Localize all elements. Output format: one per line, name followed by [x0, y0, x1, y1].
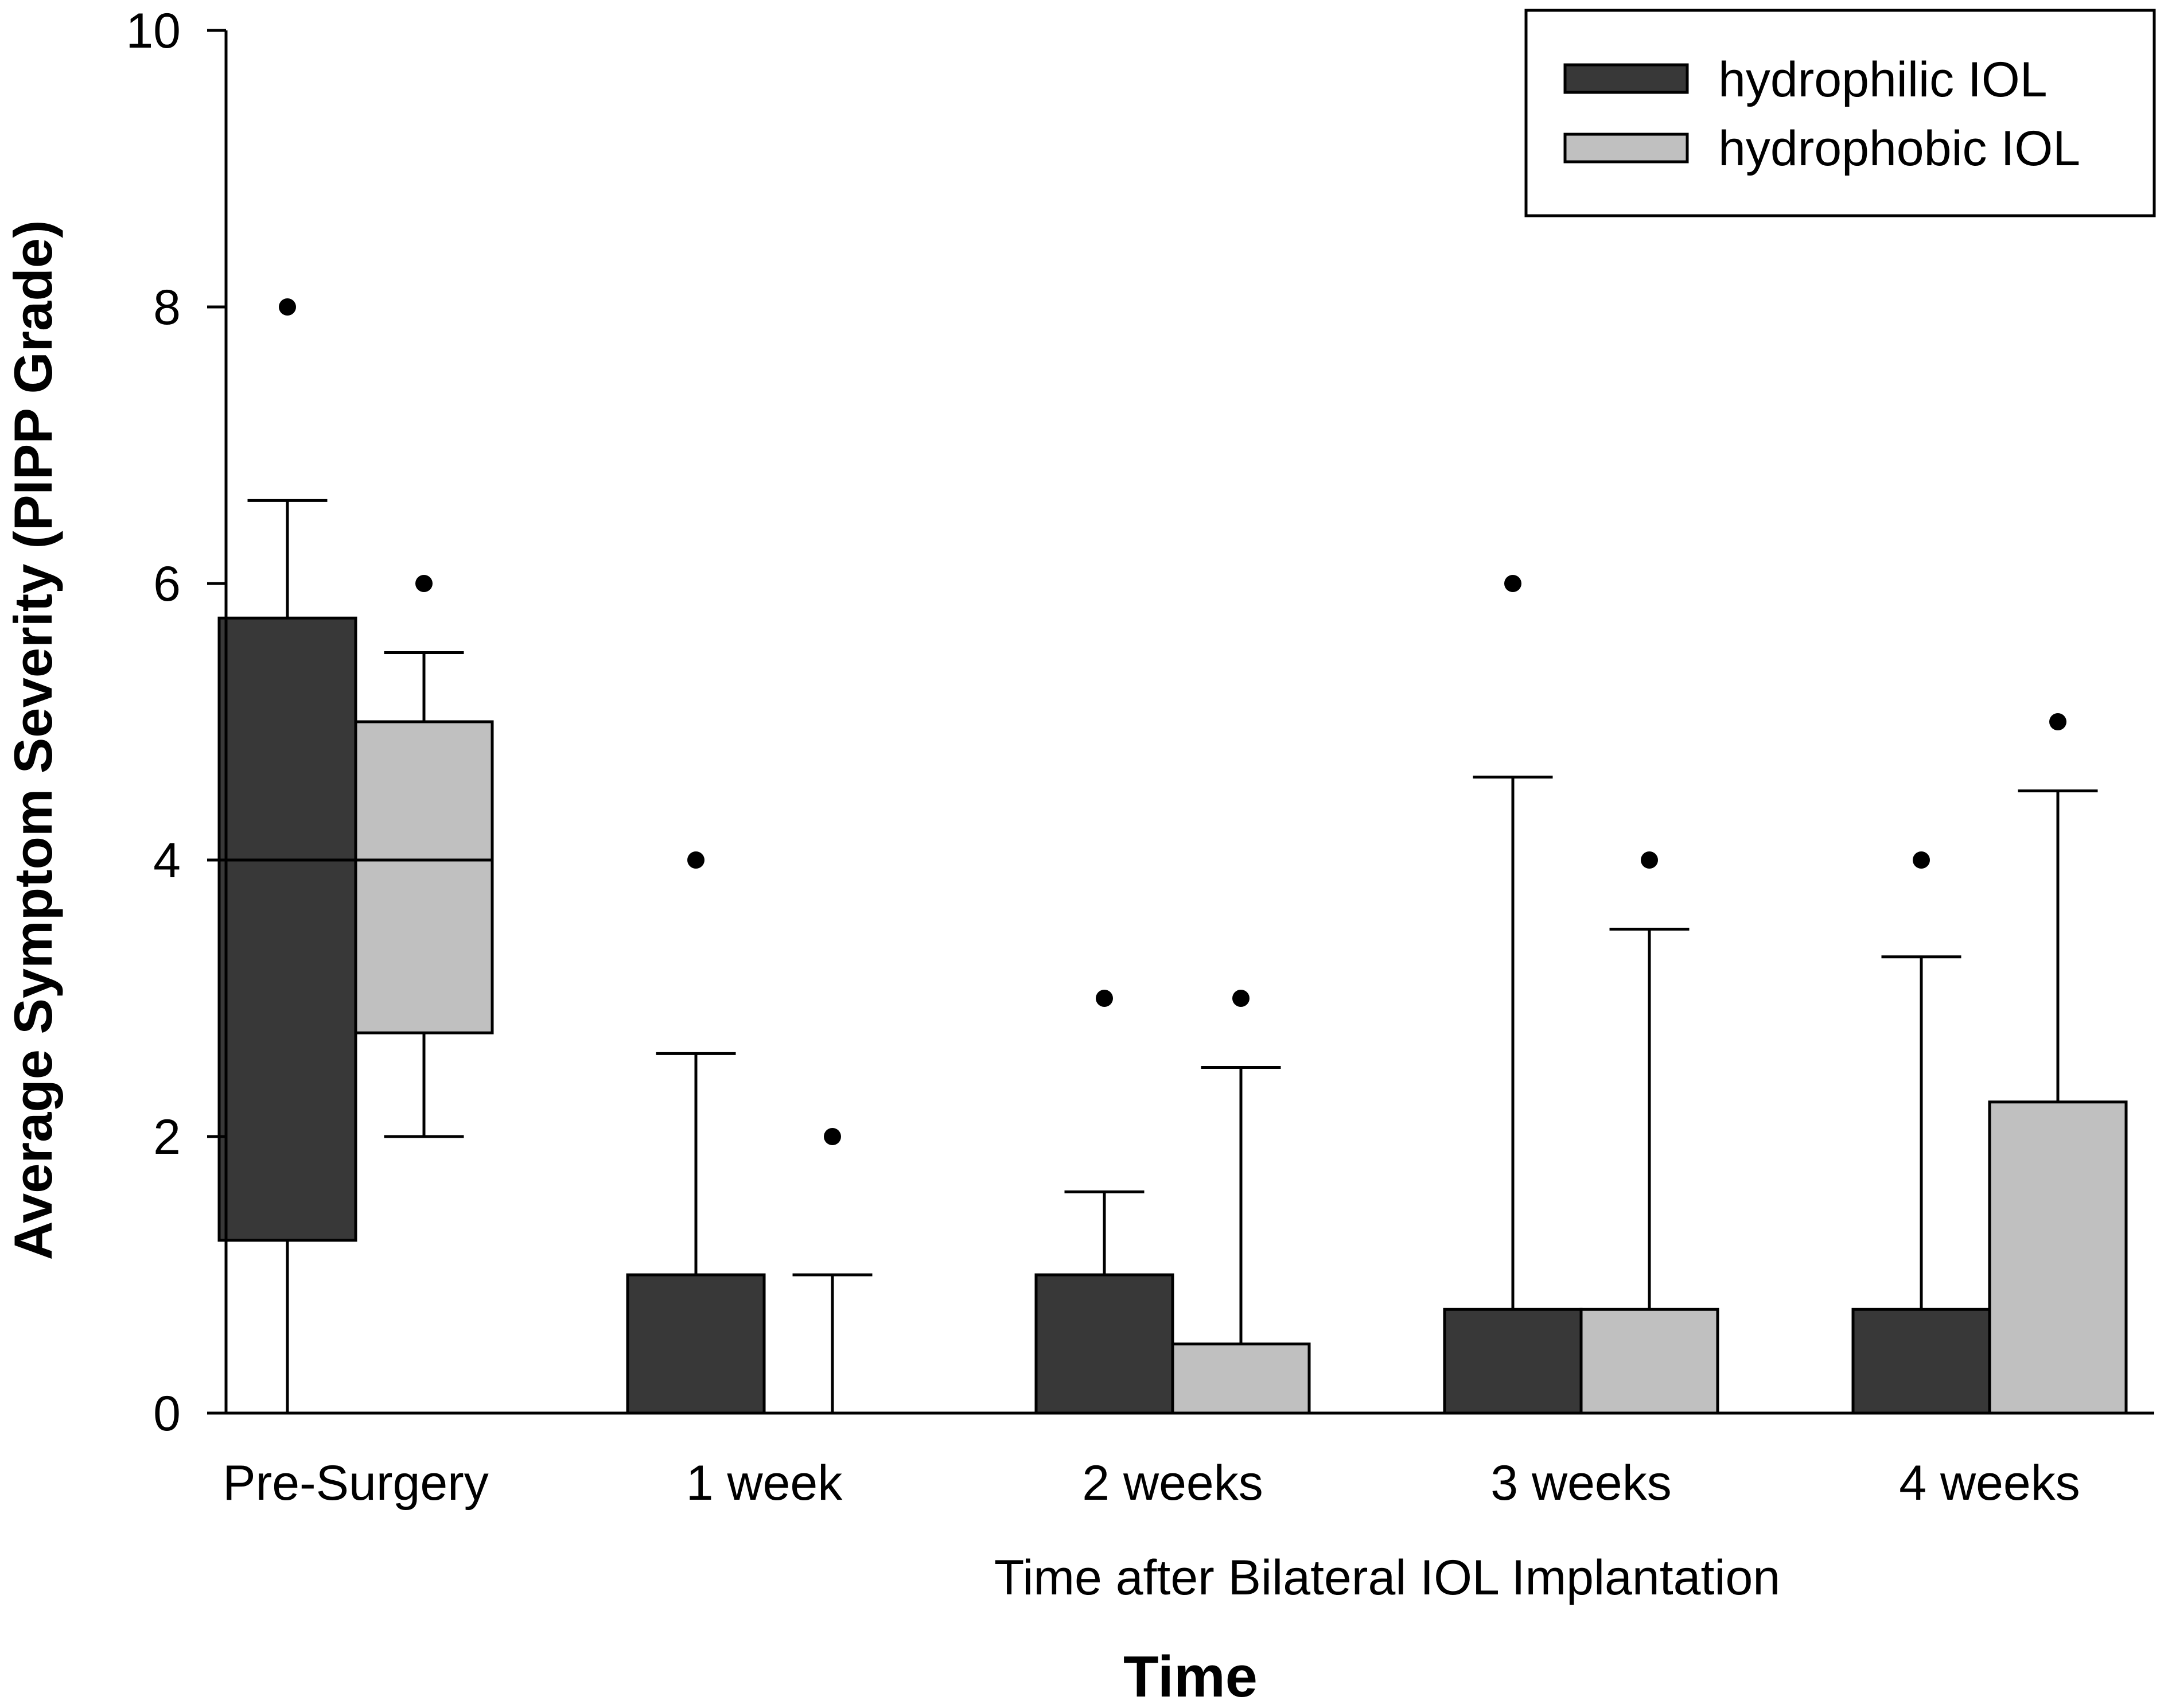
axes: Pre-Surgery 1 week 2 weeks 3 weeks 4 weeks 0 2… — [126, 3, 2154, 1511]
x-tick-label-0: Pre-Surgery — [223, 1456, 489, 1511]
outlier-point-c3-s0-0 — [1504, 575, 1521, 592]
y-axis-label: Average Symptom Severity (PIPP Grade) — [3, 220, 63, 1260]
y-tick-label-1: 2 — [153, 1110, 181, 1165]
box-c2-s0 — [1034, 1273, 1174, 1415]
x-tick-label-3: 3 weeks — [1490, 1456, 1672, 1511]
outlier-point-c1-s1-0 — [824, 1128, 841, 1145]
x-axis-label: Time after Bilateral IOL Implantation — [994, 1550, 1780, 1605]
box-c1-s0 — [626, 1273, 766, 1415]
y-tick-label-3: 6 — [153, 557, 181, 612]
box-c4-s1 — [1988, 1100, 2128, 1415]
x-axis-title: Time — [1123, 1645, 1258, 1708]
y-tick-label-0: 0 — [153, 1386, 181, 1441]
box-c0-s1 — [354, 720, 494, 1034]
box-c3-s1 — [1579, 1308, 1719, 1415]
outlier-point-c3-s1-0 — [1641, 851, 1658, 869]
outlier-point-c0-s1-0 — [415, 575, 433, 592]
x-tick-label-1: 1 week — [686, 1456, 843, 1511]
box-c0-s0 — [217, 616, 357, 1242]
outlier-point-c1-s0-0 — [687, 851, 704, 869]
legend: hydrophilic IOL hydrophobic IOL — [1524, 9, 2156, 217]
legend-label-hydrophilic: hydrophilic IOL — [1718, 52, 2048, 107]
outlier-point-c4-s0-0 — [1913, 851, 1930, 869]
outlier-point-c4-s1-0 — [2049, 713, 2066, 730]
box-c2-s1 — [1171, 1343, 1311, 1415]
outlier-point-c2-s0-0 — [1096, 990, 1113, 1007]
y-tick-label-5: 10 — [126, 3, 181, 59]
x-tick-label-4: 4 weeks — [1899, 1456, 2080, 1511]
x-tick-label-2: 2 weeks — [1082, 1456, 1263, 1511]
legend-swatch-hydrophilic — [1563, 63, 1689, 94]
legend-frame — [1524, 9, 2156, 217]
outlier-point-c0-s0-0 — [279, 298, 296, 316]
box-c4-s0 — [1851, 1308, 1991, 1415]
plot-area — [217, 298, 2128, 1415]
outlier-point-c2-s1-0 — [1232, 990, 1250, 1007]
legend-label-hydrophobic: hydrophobic IOL — [1718, 121, 2080, 176]
box-c3-s0 — [1443, 1308, 1583, 1415]
legend-swatch-hydrophobic — [1563, 133, 1689, 164]
y-tick-label-4: 8 — [153, 280, 181, 335]
y-tick-label-2: 4 — [153, 833, 181, 888]
